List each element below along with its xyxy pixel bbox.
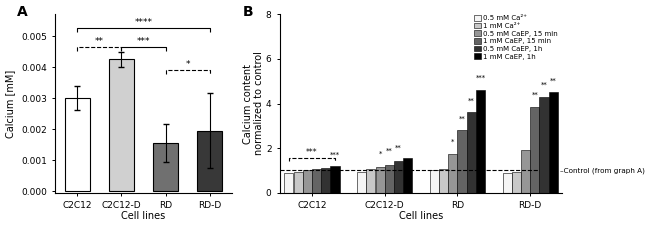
Bar — [303, 170, 312, 193]
Bar — [448, 154, 458, 193]
X-axis label: Cell lines: Cell lines — [122, 211, 166, 222]
Text: **: ** — [541, 82, 547, 88]
Text: **: ** — [386, 148, 393, 154]
Bar — [312, 169, 321, 193]
Bar — [153, 143, 178, 191]
Bar — [366, 169, 375, 193]
Y-axis label: Calcium content
normalized to control: Calcium content normalized to control — [243, 52, 265, 155]
Bar — [385, 165, 394, 193]
Bar — [439, 169, 448, 193]
Y-axis label: Calcium [mM]: Calcium [mM] — [6, 69, 16, 138]
Bar — [521, 150, 530, 193]
Bar — [284, 173, 293, 193]
Bar — [502, 173, 512, 193]
Text: ***: *** — [330, 152, 340, 158]
Legend: 0.5 mM Ca²⁺, 1 mM Ca²⁺, 0.5 mM CaEP, 15 min, 1 mM CaEP, 15 min, 0.5 mM CaEP, 1h,: 0.5 mM Ca²⁺, 1 mM Ca²⁺, 0.5 mM CaEP, 15 … — [473, 14, 559, 60]
Bar — [330, 166, 339, 193]
Bar — [321, 168, 330, 193]
Text: **: ** — [459, 115, 465, 121]
Bar — [458, 130, 467, 193]
Bar — [394, 161, 403, 193]
Text: **: ** — [468, 98, 474, 104]
Bar — [403, 158, 412, 193]
Bar — [109, 59, 135, 191]
Text: *: * — [451, 139, 454, 145]
Text: ***: *** — [475, 75, 486, 81]
Text: ***: *** — [136, 37, 150, 46]
Text: B: B — [243, 5, 254, 19]
Text: **: ** — [395, 144, 402, 150]
Bar — [530, 107, 540, 193]
Text: *: * — [378, 151, 382, 157]
Text: **: ** — [95, 37, 104, 46]
Text: ***: *** — [306, 148, 318, 157]
Text: **: ** — [532, 92, 538, 98]
Bar — [540, 97, 549, 193]
Bar — [476, 90, 485, 193]
Text: A: A — [16, 5, 27, 19]
Bar — [467, 112, 476, 193]
Bar — [549, 92, 558, 193]
Bar — [197, 131, 222, 191]
Bar — [64, 98, 90, 191]
Bar — [294, 172, 303, 193]
X-axis label: Cell lines: Cell lines — [399, 211, 443, 222]
Bar — [376, 167, 385, 193]
Bar — [512, 172, 521, 193]
Text: *: * — [185, 60, 190, 69]
Text: –Control (from graph A): –Control (from graph A) — [560, 167, 644, 174]
Text: ****: **** — [135, 18, 153, 27]
Bar — [357, 172, 366, 193]
Bar — [430, 170, 439, 193]
Text: **: ** — [550, 77, 556, 84]
